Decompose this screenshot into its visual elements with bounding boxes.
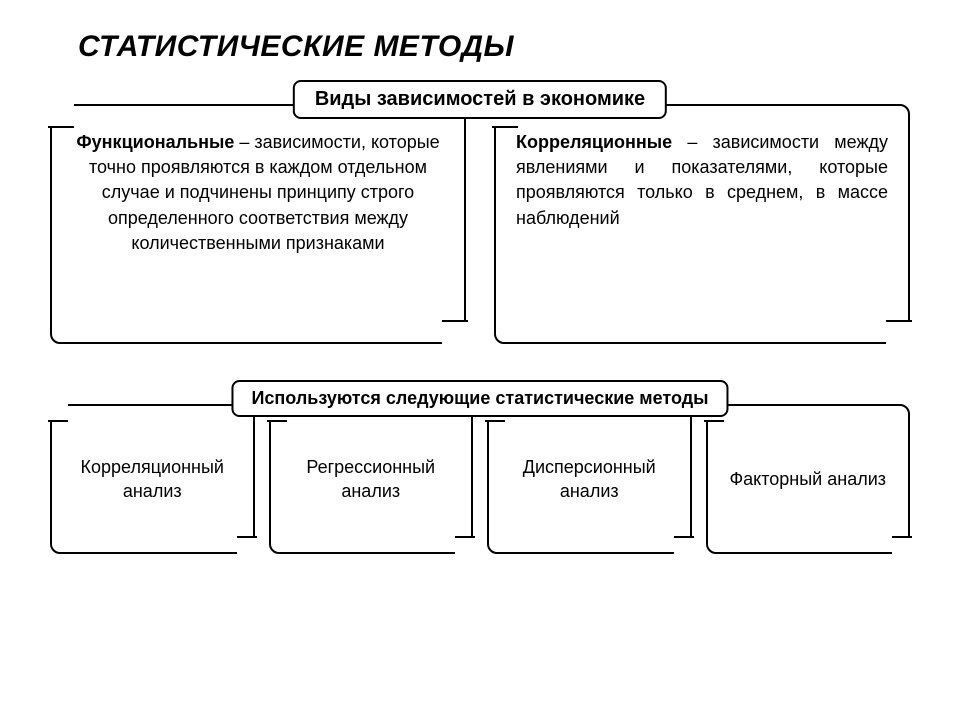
section-dependencies-header: Виды зависимостей в экономике [293,80,667,119]
corner-notch-icon [886,320,912,346]
corner-notch-icon [674,536,694,556]
box-correlational-term: Корреляционные [516,132,672,152]
section-methods-header: Используются следующие статистические ме… [231,380,728,417]
corner-notch-icon [442,320,468,346]
method-factor: Факторный анализ [706,404,911,554]
method-label: Корреляционный анализ [60,455,245,504]
corner-notch-icon [455,536,475,556]
method-dispersion: Дисперсионный анализ [487,404,692,554]
section-methods: Используются следующие статистические ме… [50,382,910,554]
box-functional-term: Функциональные [76,132,234,152]
slide: СТАТИСТИЧЕСКИЕ МЕТОДЫ Виды зависимостей … [0,0,960,720]
section-dependencies: Виды зависимостей в экономике Функционал… [50,82,910,344]
section-dependencies-body: Функциональные – зависимости, которые то… [50,82,910,344]
method-label: Факторный анализ [729,467,886,491]
box-correlational: Корреляционные – зависимости между явлен… [494,104,910,344]
method-regression: Регрессионный анализ [269,404,474,554]
corner-notch-icon [237,536,257,556]
method-correlation: Корреляционный анализ [50,404,255,554]
method-label: Регрессионный анализ [279,455,464,504]
corner-notch-icon [48,402,68,422]
box-functional: Функциональные – зависимости, которые то… [50,104,466,344]
page-title: СТАТИСТИЧЕСКИЕ МЕТОДЫ [78,30,910,64]
corner-notch-icon [892,536,912,556]
corner-notch-icon [48,102,74,128]
method-label: Дисперсионный анализ [497,455,682,504]
